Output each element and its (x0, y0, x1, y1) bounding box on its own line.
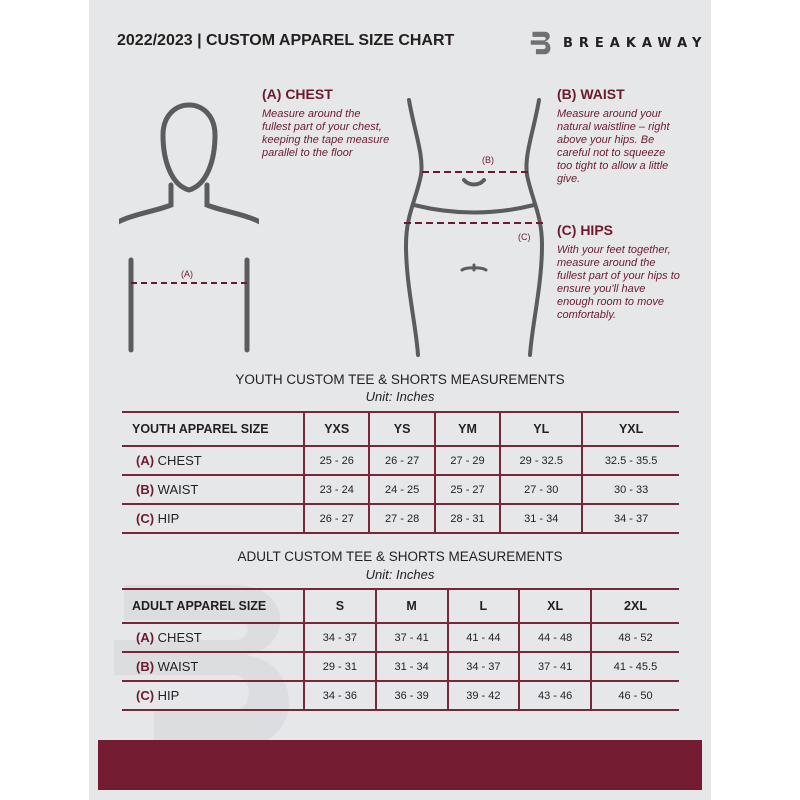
youth-table-title: YOUTH CUSTOM TEE & SHORTS MEASUREMENTS (235, 372, 565, 387)
hips-heading: (C) HIPS (557, 222, 613, 238)
chest-instructions: Measure around the fullest part of your … (262, 108, 390, 159)
cell: 31 - 34 (499, 503, 583, 534)
row-code: (A) (136, 630, 155, 645)
waist-hips-figure: (B) (C) (403, 98, 545, 357)
size-header: M (374, 588, 448, 624)
cell: 37 - 41 (374, 622, 448, 653)
table-row: (B) WAIST 29 - 31 31 - 34 34 - 37 37 - 41 41 … (122, 651, 679, 682)
hips-marker: (C) (518, 232, 531, 242)
cell: 46 - 50 (590, 680, 679, 711)
cell: 27 - 30 (499, 474, 583, 505)
cell: 34 - 37 (446, 651, 520, 682)
cell: 34 - 37 (303, 622, 376, 653)
cell: 41 - 45.5 (590, 651, 679, 682)
cell: 48 - 52 (590, 622, 679, 653)
size-header: L (446, 588, 520, 624)
cell: 34 - 37 (581, 503, 679, 534)
waist-section: (B) WAIST Measure around your natural wa… (557, 86, 682, 186)
adult-table-title: ADULT CUSTOM TEE & SHORTS MEASUREMENTS (237, 549, 563, 564)
table-row: (B) WAIST 23 - 24 24 - 25 25 - 27 27 - 30 30 … (122, 474, 679, 505)
hips-instructions: With your feet together, measure around … (557, 244, 680, 321)
cell: 37 - 41 (518, 651, 591, 682)
waist-marker: (B) (482, 155, 494, 165)
row-name: WAIST (157, 482, 199, 497)
size-header: XL (518, 588, 591, 624)
size-header: YXL (581, 411, 679, 447)
chest-heading: (A) CHEST (262, 86, 333, 102)
cell: 44 - 48 (518, 622, 591, 653)
cell: 23 - 24 (302, 474, 370, 505)
cell: 30 - 33 (581, 474, 679, 505)
adult-size-table: ADULT APPAREL SIZE S M L XL 2XL (A) CHEST 34 … (122, 588, 679, 711)
adult-label: ADULT APPAREL SIZE (122, 588, 304, 624)
footer-band (98, 740, 702, 790)
row-name: WAIST (157, 659, 199, 674)
row-name: HIP (157, 511, 180, 526)
row-code: (B) (136, 659, 155, 674)
row-code: (C) (136, 511, 155, 526)
youth-label: YOUTH APPAREL SIZE (122, 411, 304, 447)
cell: 32.5 - 35.5 (581, 445, 679, 476)
row-code: (C) (136, 688, 155, 703)
cell: 36 - 39 (374, 680, 448, 711)
cell: 24 - 25 (368, 474, 435, 505)
row-name: HIP (157, 688, 180, 703)
row-name: CHEST (157, 630, 202, 645)
size-header: YXS (302, 411, 370, 447)
row-code: (A) (136, 453, 155, 468)
size-header: YS (368, 411, 435, 447)
cell: 41 - 44 (446, 622, 520, 653)
waist-heading: (B) WAIST (557, 86, 625, 102)
cell: 43 - 46 (518, 680, 591, 711)
size-chart-page: 2022/2023 | CUSTOM APPAREL SIZE CHART BR… (89, 0, 711, 800)
cell: 25 - 26 (302, 445, 370, 476)
youth-unit: Unit: Inches (365, 389, 435, 404)
hips-section: (C) HIPS With your feet together, measur… (557, 222, 682, 322)
table-row: (C) HIP 34 - 36 36 - 39 39 - 42 43 - 46 46 - … (122, 680, 679, 711)
table-row: (C) HIP 26 - 27 27 - 28 28 - 31 31 - 34 34 - … (122, 503, 679, 534)
row-code: (B) (136, 482, 155, 497)
chest-marker: (A) (181, 269, 193, 279)
waist-instructions: Measure around your natural waistline – … (557, 108, 670, 185)
cell: 28 - 31 (433, 503, 501, 534)
b-logo-icon (530, 31, 551, 55)
cell: 27 - 29 (433, 445, 501, 476)
cell: 39 - 42 (446, 680, 520, 711)
cell: 26 - 27 (302, 503, 370, 534)
page-title: 2022/2023 | CUSTOM APPAREL SIZE CHART (117, 32, 455, 49)
cell: 29 - 32.5 (499, 445, 583, 476)
cell: 29 - 31 (303, 651, 376, 682)
chest-figure: (A) (119, 102, 259, 353)
adult-unit: Unit: Inches (365, 567, 435, 582)
cell: 31 - 34 (374, 651, 448, 682)
brand-logo: BREAKAWAY (529, 26, 707, 60)
brand-name: BREAKAWAY (563, 35, 708, 51)
size-header: YM (433, 411, 501, 447)
size-header: S (303, 588, 376, 624)
cell: 34 - 36 (303, 680, 376, 711)
table-row: (A) CHEST 25 - 26 26 - 27 27 - 29 29 - 32.5 3… (122, 445, 679, 476)
cell: 27 - 28 (368, 503, 435, 534)
chest-section: (A) CHEST Measure around the fullest par… (262, 86, 392, 160)
cell: 26 - 27 (368, 445, 435, 476)
youth-size-table: YOUTH APPAREL SIZE YXS YS YM YL YXL (A) CHES… (122, 411, 679, 534)
row-name: CHEST (157, 453, 202, 468)
table-row: (A) CHEST 34 - 37 37 - 41 41 - 44 44 - 48 48 … (122, 622, 679, 653)
size-header: YL (499, 411, 583, 447)
cell: 25 - 27 (433, 474, 501, 505)
size-header: 2XL (590, 588, 679, 624)
